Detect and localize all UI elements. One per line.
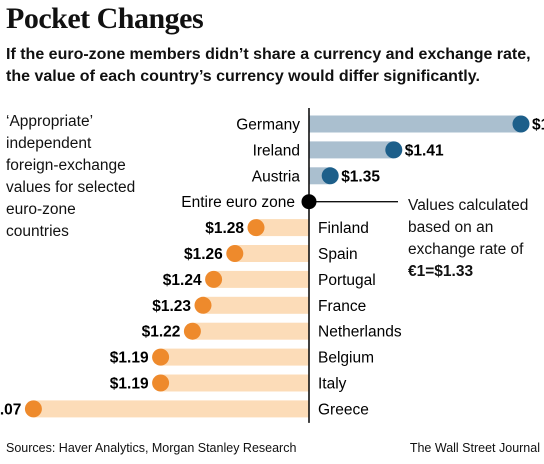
bar-greece bbox=[33, 400, 310, 418]
dot-belgium bbox=[152, 348, 170, 366]
country-label-finland: Finland bbox=[318, 220, 369, 237]
value-label-spain: $1.26 bbox=[184, 246, 223, 263]
dot-netherlands bbox=[183, 322, 201, 340]
bar-spain bbox=[234, 245, 309, 262]
value-label-france: $1.23 bbox=[152, 298, 191, 315]
bar-ireland bbox=[309, 141, 394, 159]
country-label-spain: Spain bbox=[318, 246, 358, 263]
value-label-netherlands: $1.22 bbox=[142, 324, 181, 341]
dot-germany bbox=[512, 115, 530, 133]
exchange-rate-note: Values calculated based on an exchange r… bbox=[408, 195, 544, 283]
dot-austria bbox=[321, 167, 339, 185]
country-label-germany: Germany bbox=[236, 117, 300, 134]
value-label-austria: $1.35 bbox=[341, 168, 380, 185]
chart-title: Pocket Changes bbox=[6, 2, 204, 35]
country-label-ireland: Ireland bbox=[253, 142, 300, 159]
value-label-finland: $1.28 bbox=[205, 220, 244, 237]
publisher-credit: The Wall Street Journal bbox=[409, 441, 540, 455]
bar-netherlands bbox=[192, 322, 309, 340]
value-label-italy: $1.19 bbox=[110, 376, 149, 393]
bar-italy bbox=[160, 374, 309, 392]
value-label-greece: $1.07 bbox=[0, 401, 21, 418]
value-label-portugal: $1.24 bbox=[163, 272, 202, 289]
dot-italy bbox=[152, 374, 170, 392]
chart-subtitle: If the euro-zone members didn’t share a … bbox=[6, 46, 531, 85]
source-note: Sources: Haver Analytics, Morgan Stanley… bbox=[6, 441, 297, 455]
country-label-portugal: Portugal bbox=[318, 272, 376, 289]
dot-ireland bbox=[385, 141, 403, 159]
dot-portugal bbox=[205, 270, 223, 288]
bar-belgium bbox=[160, 348, 309, 366]
bar-france bbox=[203, 296, 309, 314]
country-label-austria: Austria bbox=[252, 168, 301, 185]
country-label-italy: Italy bbox=[318, 376, 347, 393]
value-label-ireland: $1.41 bbox=[405, 142, 444, 159]
bar-finland bbox=[256, 219, 309, 237]
country-label-belgium: Belgium bbox=[318, 350, 374, 367]
dot-greece bbox=[24, 400, 42, 418]
side-note: ‘Appropriate’ independent foreign-exchan… bbox=[6, 113, 136, 240]
reference-dot bbox=[301, 194, 317, 210]
dot-spain bbox=[226, 245, 244, 262]
value-label-germany: $1.53 bbox=[532, 117, 544, 134]
exchange-rate-note-value: €1=$1.33 bbox=[408, 263, 474, 280]
dot-finland bbox=[247, 219, 265, 237]
baseline-label: Entire euro zone bbox=[181, 194, 295, 211]
exchange-rate-note-text: Values calculated based on an exchange r… bbox=[408, 197, 529, 258]
country-label-france: France bbox=[318, 298, 366, 315]
country-label-greece: Greece bbox=[318, 401, 369, 418]
dot-france bbox=[194, 296, 212, 314]
value-label-belgium: $1.19 bbox=[110, 350, 149, 367]
country-label-netherlands: Netherlands bbox=[318, 324, 402, 341]
bar-portugal bbox=[213, 270, 309, 288]
bar-germany bbox=[309, 115, 521, 133]
